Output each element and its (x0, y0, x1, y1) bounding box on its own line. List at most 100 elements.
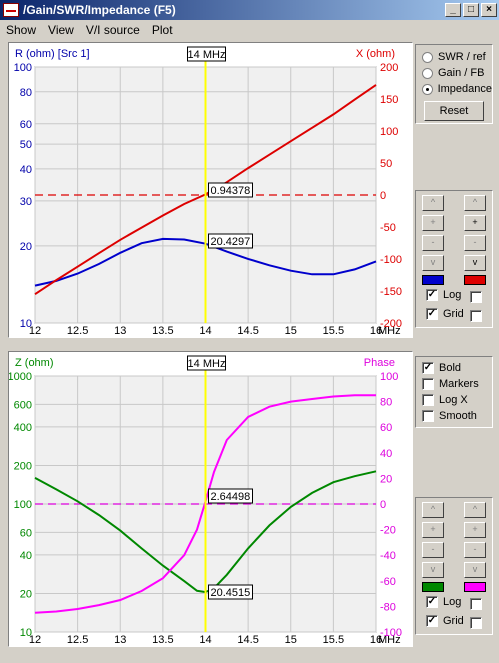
x-tick-label: 15 (285, 634, 297, 646)
title-bar: /Gain/SWR/Impedance (F5) _ □ × (0, 0, 499, 20)
grid-right-checkbox[interactable] (470, 310, 482, 322)
x-tick-label: 14.5 (237, 634, 258, 646)
x-tick-label: 12 (29, 634, 41, 646)
bold-option[interactable]: ✓ Bold (416, 360, 492, 376)
markers-label: Markers (439, 378, 479, 390)
y-right-tick-label: 60 (380, 422, 392, 434)
readout-box (208, 182, 253, 198)
window-title: /Gain/SWR/Impedance (F5) (23, 3, 176, 17)
radio-impedance[interactable]: Impedance (416, 81, 492, 97)
y-left-tick-label: 40 (20, 164, 32, 176)
bold-checkbox[interactable]: ✓ (422, 362, 434, 374)
z-phase-chart-svg: 12 12.5 13 13.5 14 14.5 15 15.5 16MHz10006004002… (9, 355, 402, 646)
logx-checkbox[interactable] (422, 394, 434, 406)
options-panel: ✓ Bold Markers Log X Smooth (415, 356, 493, 428)
y-right-tick-label: -40 (380, 550, 396, 562)
y-right-tick-label: -60 (380, 576, 396, 588)
grid-check-row[interactable]: ✓ Grid (426, 308, 464, 320)
radio-swr-indicator[interactable] (422, 51, 433, 63)
readout-box (208, 233, 253, 249)
x-tick-label: 16 (370, 634, 382, 646)
y-left-tick-label: 60 (20, 527, 32, 539)
phase-down-button[interactable]: v (464, 562, 486, 578)
markers-option[interactable]: Markers (416, 376, 492, 392)
x-tick-label: 12.5 (67, 325, 88, 337)
z-log-right-checkbox[interactable] (470, 598, 482, 610)
phase-up-button[interactable]: ^ (464, 502, 486, 518)
x-tick-label: 12 (29, 325, 41, 337)
grid-label: Grid (443, 308, 464, 320)
z-minus-button[interactable]: - (422, 542, 444, 558)
right-down-button[interactable]: v (464, 255, 486, 271)
radio-gain[interactable]: Gain / FB (416, 65, 492, 81)
menu-view[interactable]: View (48, 22, 74, 37)
menu-vi-source[interactable]: V/I source (85, 22, 140, 37)
menu-show[interactable]: Show (6, 22, 37, 37)
z-up-button[interactable]: ^ (422, 502, 444, 518)
scale-panel-bottom: ^ ^ + + - - v v ✓ Log ✓ Grid (415, 497, 493, 635)
x-tick-label: 12.5 (67, 634, 88, 646)
z-grid-left-checkbox[interactable]: ✓ (426, 615, 438, 627)
x-tick-label: 13 (114, 634, 126, 646)
z-log-left-checkbox[interactable]: ✓ (426, 596, 438, 608)
smooth-label: Smooth (439, 410, 477, 422)
menu-plot[interactable]: Plot (151, 22, 173, 37)
close-button[interactable]: × (481, 3, 497, 17)
log-right-checkbox[interactable] (470, 291, 482, 303)
y-right-tick-label: -150 (380, 286, 402, 298)
impedance-z-phase-chart[interactable]: 12 12.5 13 13.5 14 14.5 15 15.5 16 MHz 1000 600 400 2… (8, 351, 413, 647)
y-left-tick-label: 100 (14, 62, 32, 74)
smooth-checkbox[interactable] (422, 410, 434, 422)
y-right-tick-label: 40 (380, 448, 392, 460)
phase-series-color-swatch[interactable] (464, 582, 486, 592)
mode-panel: SWR / ref Gain / FB Impedance Reset (415, 44, 493, 124)
y-left-tick-label: 10 (20, 318, 32, 330)
z-grid-check-row[interactable]: ✓ Grid (426, 615, 464, 627)
radio-swr[interactable]: SWR / ref (416, 49, 492, 65)
z-log-check-row[interactable]: ✓ Log (426, 596, 461, 608)
smooth-option[interactable]: Smooth (416, 408, 492, 424)
z-series-color-swatch[interactable] (422, 582, 444, 592)
frequency-marker-box (187, 355, 226, 371)
radio-impedance-indicator[interactable] (422, 83, 433, 95)
maximize-button[interactable]: □ (463, 3, 479, 17)
y-right-tick-label: -200 (380, 318, 402, 330)
left-series-color-swatch[interactable] (422, 275, 444, 285)
left-down-button[interactable]: v (422, 255, 444, 271)
radio-gain-label: Gain / FB (438, 67, 485, 79)
x-unit-label: MHz (378, 325, 401, 337)
y-right-axis-label: Phase (364, 357, 395, 369)
phase-plus-button[interactable]: + (464, 522, 486, 538)
log-check-row[interactable]: ✓ Log (426, 289, 461, 301)
z-grid-right-checkbox[interactable] (470, 617, 482, 629)
z-plus-button[interactable]: + (422, 522, 444, 538)
grid-left-checkbox[interactable]: ✓ (426, 308, 438, 320)
y-right-tick-label: 0 (380, 499, 386, 511)
x-tick-label: 13 (114, 325, 126, 337)
left-minus-button[interactable]: - (422, 235, 444, 251)
log-left-checkbox[interactable]: ✓ (426, 289, 438, 301)
y-right-tick-label: 50 (380, 158, 392, 170)
y-right-tick-label: 100 (380, 371, 398, 383)
right-plus-button[interactable]: + (464, 215, 486, 231)
logx-option[interactable]: Log X (416, 392, 492, 408)
x-tick-label: 16 (370, 325, 382, 337)
y-left-tick-label: 600 (14, 399, 32, 411)
x-tick-label: 15.5 (323, 325, 344, 337)
markers-checkbox[interactable] (422, 378, 434, 390)
y-left-tick-label: 80 (20, 87, 32, 99)
reset-button[interactable]: Reset (424, 101, 484, 121)
readout-value: 20.4297 (211, 236, 251, 248)
y-right-tick-label: 200 (380, 62, 398, 74)
radio-gain-indicator[interactable] (422, 67, 433, 79)
phase-minus-button[interactable]: - (464, 542, 486, 558)
z-down-button[interactable]: v (422, 562, 444, 578)
impedance-rx-chart[interactable]: 12 12.5 13 13.5 14 14.5 15 15.5 16 MHz 100 80 60 50 40… (8, 42, 413, 338)
right-minus-button[interactable]: - (464, 235, 486, 251)
right-up-button[interactable]: ^ (464, 195, 486, 211)
y-right-axis-label: X (ohm) (356, 48, 395, 60)
left-up-button[interactable]: ^ (422, 195, 444, 211)
left-plus-button[interactable]: + (422, 215, 444, 231)
right-series-color-swatch[interactable] (464, 275, 486, 285)
minimize-button[interactable]: _ (445, 3, 461, 17)
